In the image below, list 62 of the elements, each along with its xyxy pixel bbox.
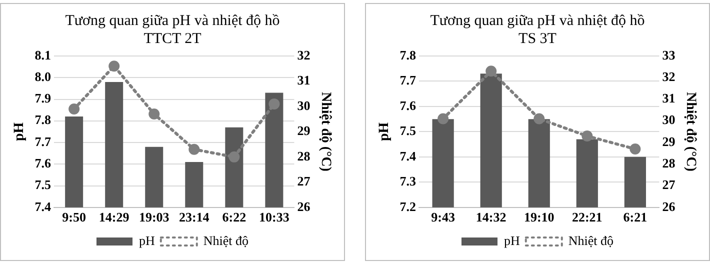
point (582, 130, 593, 142)
y-tick-label: 7.3 (400, 174, 417, 189)
x-tick-label: 9:50 (62, 210, 86, 225)
y2-tick-label: 26 (662, 198, 676, 214)
point (486, 66, 497, 77)
y2-tick-label: 30 (662, 112, 676, 128)
y-tick-label: 7.7 (34, 134, 52, 149)
x-tick-label: 19:10 (524, 210, 554, 225)
point (534, 113, 545, 124)
y2-tick-label: 31 (662, 90, 676, 106)
point (148, 108, 160, 120)
x-tick-label: 6:22 (222, 210, 246, 225)
y2-tick-label: 29 (662, 134, 676, 149)
x-tick-label: 10:33 (259, 210, 290, 225)
x-tick-label: 22:21 (572, 210, 602, 225)
y-tick-label: 7.6 (400, 98, 417, 113)
y2-tick-label: 33 (662, 47, 676, 62)
x-tick-label: 9:43 (431, 210, 456, 225)
y-axis-title: pH (377, 122, 392, 142)
y-tick-label: 7.8 (34, 112, 52, 128)
y-tick-label: 7.7 (400, 72, 417, 88)
legend-label: pH (504, 232, 520, 248)
chart-title: Tương quan giữa pH và nhiệt độ hồ TTCT 2T (65, 12, 280, 47)
y-tick-label: 7.6 (34, 156, 52, 170)
point (630, 144, 641, 155)
y-tick-label: 7.5 (400, 123, 417, 138)
y2-tick-label: 30 (297, 98, 310, 113)
chart-title: Tương quan giữa pH và nhiệt độ hồ TS 3T (430, 12, 645, 47)
y-tick-label: 7.9 (34, 90, 52, 106)
y-axis-title: pH (12, 122, 28, 142)
y-tick-label: 7.4 (34, 198, 52, 214)
legend-label: Nhiệt độ (203, 232, 249, 248)
y2-tick-label: 28 (662, 156, 676, 170)
y2-tick-label: 32 (662, 68, 676, 84)
y-tick-label: 7.2 (400, 198, 416, 214)
y-tick-label: 8.1 (34, 47, 52, 62)
point (268, 98, 280, 110)
legend-label: pH (138, 232, 155, 248)
y2-tick-label: 28 (297, 148, 311, 164)
point (188, 144, 200, 155)
y-tick-label: 7.8 (400, 47, 417, 62)
y-tick-label: 8.0 (34, 68, 52, 84)
point (108, 60, 120, 72)
x-tick-label: 14:32 (476, 210, 506, 225)
y2-tick-label: 26 (297, 198, 311, 214)
y-tick-label: 7.5 (34, 177, 52, 192)
y2-axis-title: Nhiệt độ (°C) (682, 92, 698, 172)
x-tick-label: 14:29 (98, 210, 130, 225)
y-tick-label: 7.4 (400, 148, 417, 164)
y2-tick-label: 31 (297, 72, 310, 88)
point (438, 113, 449, 124)
x-tick-label: 19:03 (138, 210, 170, 225)
point (68, 103, 80, 114)
y2-tick-label: 32 (297, 47, 310, 62)
point (228, 151, 240, 162)
x-tick-label: 6:21 (623, 210, 648, 225)
y2-tick-label: 27 (662, 177, 676, 192)
y2-axis-title: Nhiệt độ (°C) (318, 92, 333, 172)
y2-tick-label: 29 (297, 123, 311, 138)
legend-label: Nhiệt độ (568, 232, 614, 248)
y2-tick-label: 27 (297, 174, 311, 189)
x-tick-label: 23:14 (178, 210, 210, 225)
